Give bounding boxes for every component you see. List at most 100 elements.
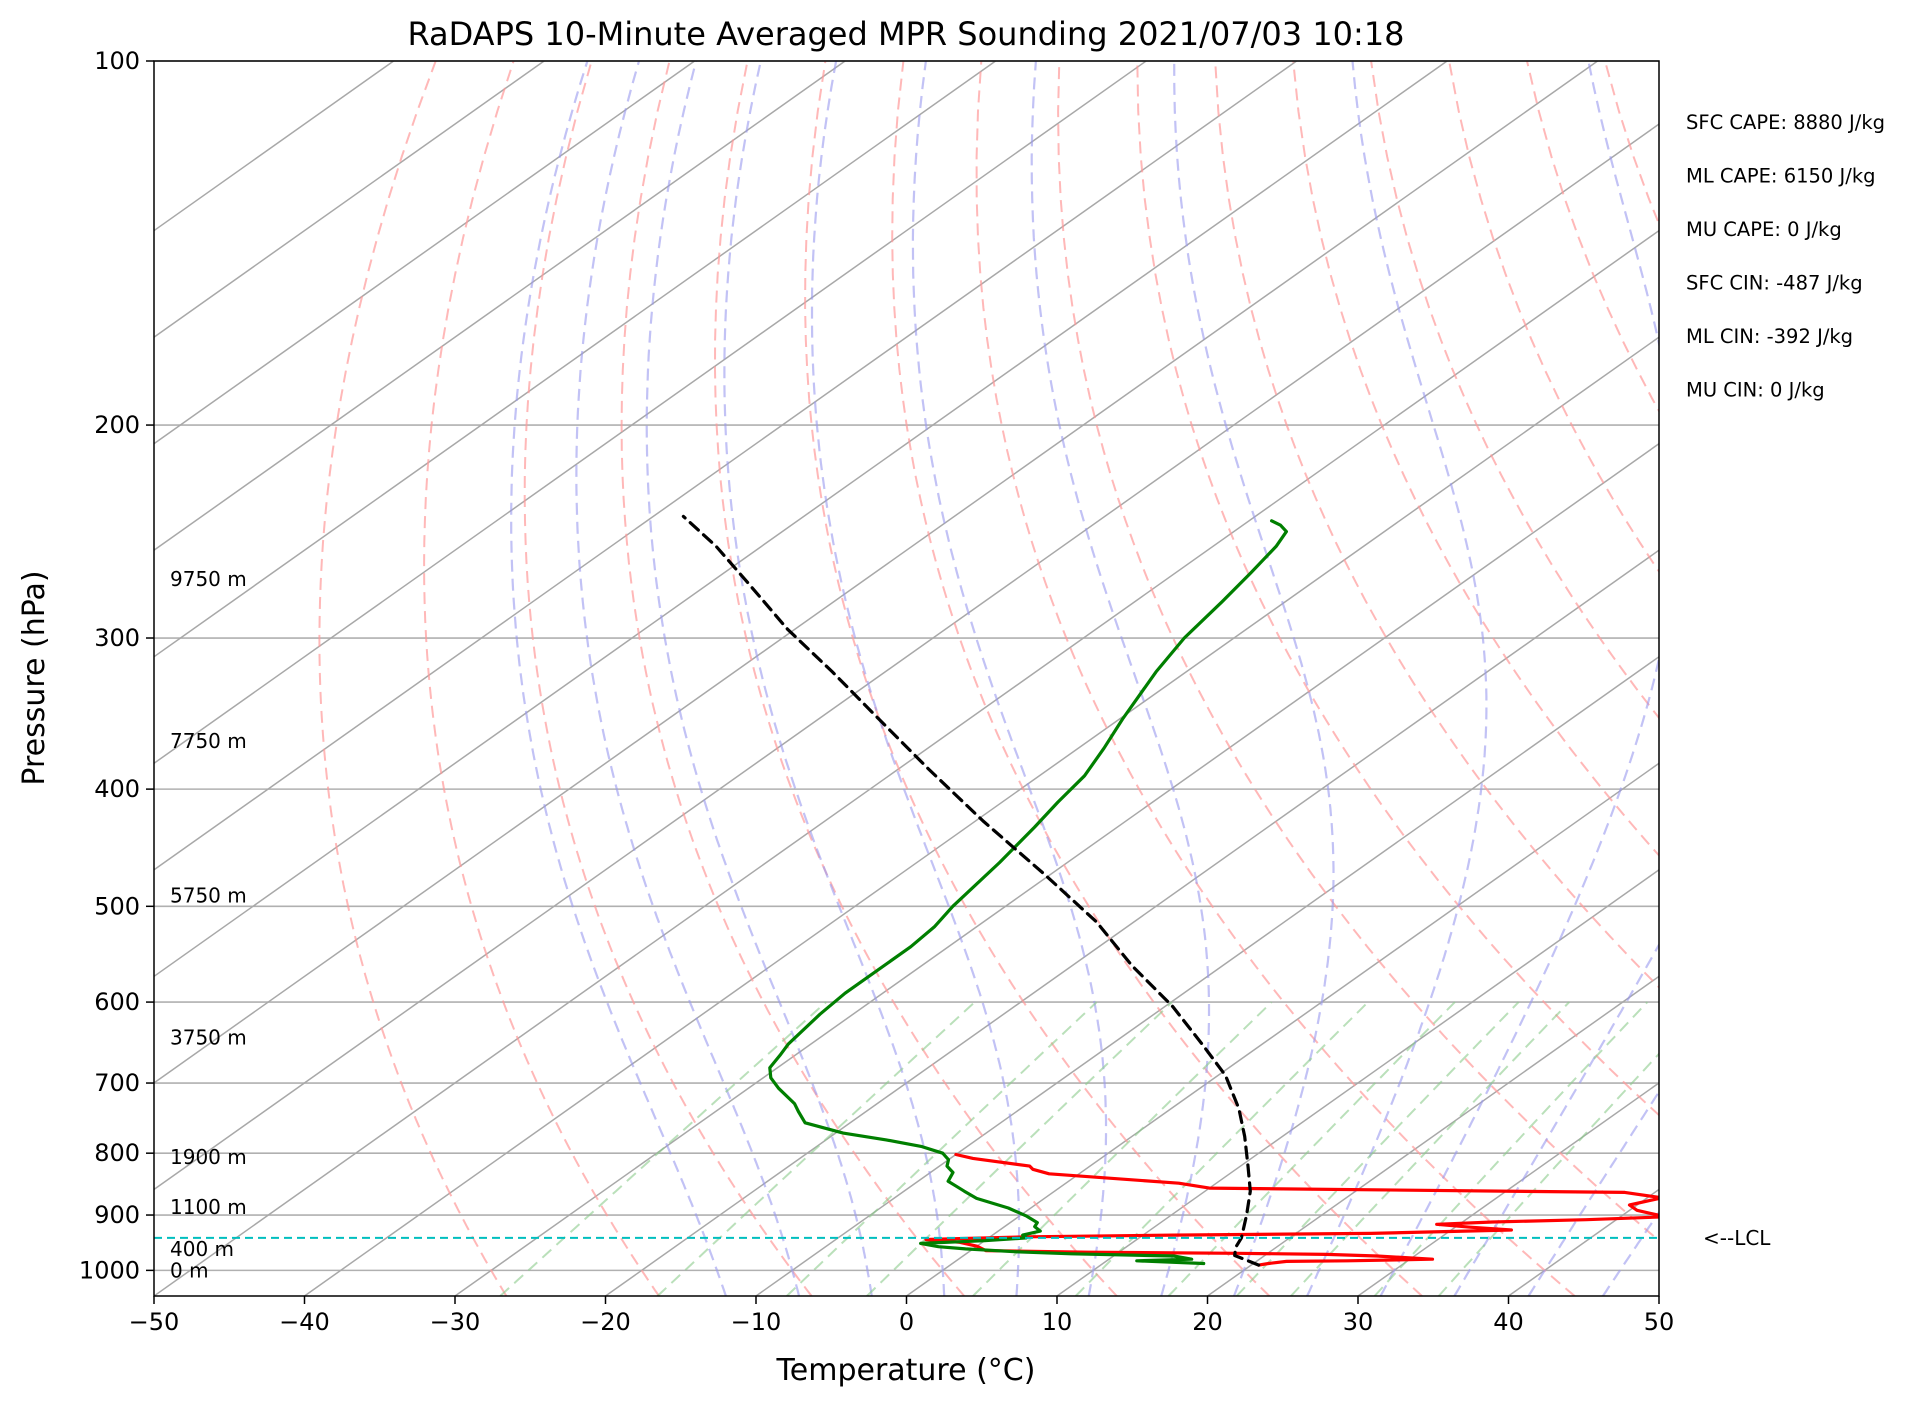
isotherm-line [154, 123, 1659, 1191]
dry-adiabat-line [423, 61, 660, 1296]
parcel-path-line [681, 514, 1261, 1267]
isotherm-line [154, 61, 1599, 1084]
height-label: 9750 m [170, 567, 247, 591]
isotherm-line [154, 61, 846, 552]
isotherm-line [605, 549, 1659, 1296]
y-tick-label: 300 [94, 624, 140, 652]
x-tick-label: 20 [1192, 1308, 1223, 1336]
moist-adiabat-line [1527, 1089, 1659, 1296]
dry-adiabat-line [1917, 61, 1925, 1296]
stat-item: MU CAPE: 0 J/kg [1686, 218, 1842, 241]
dewpoint-line [768, 519, 1288, 1266]
x-tick-label: 10 [1042, 1308, 1073, 1336]
series-layer [681, 514, 1659, 1267]
isotherm-line [154, 61, 997, 658]
dry-adiabat-line [1761, 61, 1925, 1296]
isotherm-line [1207, 975, 1659, 1296]
isotherm-line [755, 655, 1659, 1296]
moist-adiabat-line [1453, 942, 1659, 1296]
isotherm-line [1810, 61, 1925, 1296]
mixing-ratio-line [1235, 1001, 1520, 1296]
stat-item: ML CIN: -392 J/kg [1686, 325, 1853, 348]
x-tick-label: 30 [1343, 1308, 1374, 1336]
y-axis: 100 200 300 400 500 600 700 800 900 1000 [79, 47, 154, 1284]
grid-layer [154, 60, 1659, 1272]
height-labels: 9750 m 7750 m 5750 m 3750 m 1900 m 1100 m 400 … [170, 567, 247, 1283]
stats-panel: SFC CAPE: 8880 J/kg ML CAPE: 6150 J/kg MU … [1686, 111, 1885, 402]
height-label: 1100 m [170, 1195, 247, 1219]
moist-adiabat-line [1379, 61, 1659, 1296]
mixing-ratio-line [656, 1001, 976, 1296]
mixing-ratio-line [1373, 1001, 1649, 1296]
moist-adiabat-line [645, 61, 873, 1296]
mixing-ratio-line [972, 1001, 1273, 1296]
isotherm-line [454, 442, 1659, 1296]
x-tick-label: −50 [129, 1308, 180, 1336]
x-tick-label: −10 [731, 1308, 782, 1336]
isotherm-line [154, 61, 696, 445]
y-tick-label: 900 [94, 1201, 140, 1229]
mixing-ratio-line [1167, 1001, 1456, 1296]
height-label: 5750 m [170, 884, 247, 908]
dry-adiabat-line [620, 61, 965, 1296]
y-tick-label: 500 [94, 892, 140, 920]
isotherm-line [906, 762, 1659, 1296]
dry-adiabat-line [1370, 61, 1659, 720]
dry-adiabat-line [1057, 61, 1659, 1242]
mixing-ratio-line [1290, 1001, 1570, 1296]
dry-adiabat-line [804, 61, 1271, 1296]
lcl-layer: <--LCL [154, 1226, 1771, 1250]
isotherm-line [304, 336, 1659, 1296]
height-label: 1900 m [170, 1145, 247, 1169]
isotherm-line [1056, 868, 1659, 1296]
y-tick-label: 700 [94, 1069, 140, 1097]
moist-adiabat-line [1306, 61, 1488, 1296]
height-label: 400 m [170, 1237, 234, 1261]
chart-title: RaDAPS 10-Minute Averaged MPR Sounding 2… [407, 15, 1404, 53]
mixing-ratio-line [1437, 1052, 1659, 1296]
mixing-ratio-line [1074, 1001, 1369, 1296]
isotherm-line [154, 61, 1448, 978]
isotherm-line [154, 61, 1147, 765]
dry-adiabat-line [1839, 61, 1925, 1296]
isotherm-line [1357, 1082, 1659, 1296]
x-tick-label: 50 [1644, 1308, 1675, 1336]
x-tick-label: 0 [899, 1308, 914, 1336]
y-tick-label: 1000 [79, 1256, 140, 1284]
y-tick-label: 100 [94, 47, 140, 75]
x-axis: −50 −40 −30 −20 −10 0 10 20 30 40 50 [129, 1296, 1675, 1336]
x-tick-label: −20 [580, 1308, 631, 1336]
dry-adiabat-line [1292, 61, 1659, 857]
plot-background [154, 61, 1659, 1296]
y-tick-label: 400 [94, 775, 140, 803]
x-tick-label: −40 [279, 1308, 330, 1336]
isotherm-line [154, 61, 545, 339]
x-tick-label: −30 [430, 1308, 481, 1336]
mixing-ratio-line [499, 1001, 827, 1296]
background-lines [154, 61, 1925, 1296]
mixing-ratio-line [866, 1001, 1173, 1296]
height-label: 7750 m [170, 729, 247, 753]
isotherm-line [154, 61, 1298, 871]
lcl-label: <--LCL [1703, 1226, 1771, 1250]
y-axis-label: Pressure (hPa) [17, 570, 52, 785]
stat-item: MU CIN: 0 J/kg [1686, 379, 1825, 402]
dry-adiabat-line [975, 61, 1576, 1296]
moist-adiabat-line [911, 61, 1108, 1296]
stat-item: ML CAPE: 6150 J/kg [1686, 165, 1876, 188]
dry-adiabat-line [1448, 61, 1659, 574]
x-tick-label: 40 [1493, 1308, 1524, 1336]
dry-adiabat-line [1136, 61, 1659, 1117]
dry-adiabat-line [713, 61, 1118, 1296]
moist-adiabat-line [1173, 61, 1335, 1296]
moist-adiabat-line [810, 61, 1021, 1296]
dry-adiabat-line [891, 61, 1423, 1296]
dry-adiabat-line [1683, 61, 1925, 1296]
y-tick-label: 600 [94, 988, 140, 1016]
dry-adiabat-line [318, 61, 508, 1296]
moist-adiabat-line [723, 61, 946, 1296]
y-tick-label: 800 [94, 1139, 140, 1167]
height-label: 3750 m [170, 1026, 247, 1050]
y-tick-label: 200 [94, 411, 140, 439]
